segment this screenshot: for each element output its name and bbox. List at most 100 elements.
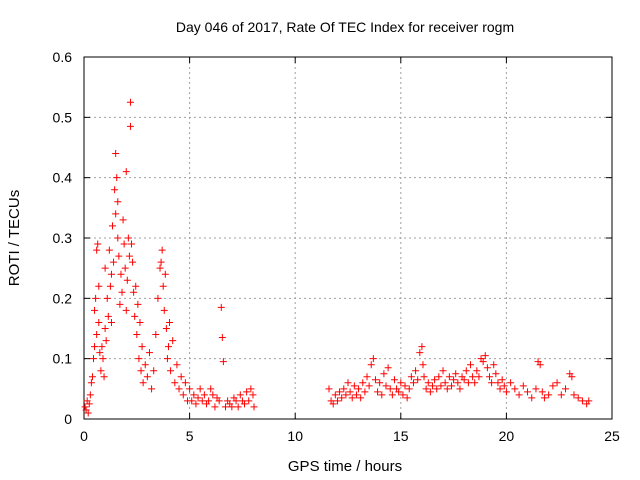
data-point <box>245 397 253 405</box>
data-point <box>384 364 392 372</box>
data-point <box>414 376 422 384</box>
data-point <box>380 370 388 378</box>
x-tick-label: 15 <box>393 428 409 444</box>
data-point <box>164 343 172 351</box>
data-point <box>466 361 474 369</box>
data-point <box>125 252 133 260</box>
data-point <box>116 300 124 308</box>
data-point <box>95 318 103 326</box>
data-point <box>378 391 386 399</box>
data-point <box>103 294 111 302</box>
data-point <box>141 361 149 369</box>
data-point <box>390 376 398 384</box>
data-point <box>367 361 375 369</box>
data-point <box>397 379 405 387</box>
data-point <box>494 379 502 387</box>
data-point <box>219 358 227 366</box>
y-tick-label: 0.4 <box>53 170 73 186</box>
data-point <box>128 240 136 248</box>
data-point <box>88 373 96 381</box>
data-point <box>464 379 472 387</box>
data-point <box>515 391 523 399</box>
data-point <box>126 98 134 106</box>
data-point <box>336 388 344 396</box>
data-point <box>228 403 236 411</box>
data-point <box>152 331 160 339</box>
data-point <box>388 391 396 399</box>
data-point <box>96 349 104 357</box>
data-point <box>143 373 151 381</box>
x-axis-title: GPS time / hours <box>288 458 402 475</box>
x-tick-label: 0 <box>80 428 88 444</box>
data-point <box>93 246 101 254</box>
data-point <box>124 234 132 242</box>
data-point <box>156 264 164 272</box>
data-point <box>536 361 544 369</box>
data-point <box>100 373 108 381</box>
x-tick-label: 5 <box>186 428 194 444</box>
data-point <box>150 367 158 375</box>
data-point <box>395 388 403 396</box>
data-point <box>136 318 144 326</box>
data-point <box>549 382 557 390</box>
data-point <box>333 397 341 405</box>
data-point <box>188 397 196 405</box>
data-point <box>338 394 346 402</box>
data-point <box>109 222 117 230</box>
data-point <box>87 379 95 387</box>
data-point <box>81 403 89 411</box>
data-point <box>545 391 553 399</box>
y-tick-label: 0.2 <box>53 290 73 306</box>
data-point <box>132 282 140 290</box>
data-point <box>540 394 548 402</box>
data-point <box>422 385 430 393</box>
data-point <box>420 373 428 381</box>
data-point <box>145 349 153 357</box>
data-point <box>200 391 208 399</box>
data-point <box>532 385 540 393</box>
data-point <box>101 325 109 332</box>
data-point <box>431 376 439 384</box>
data-point <box>492 370 500 378</box>
data-point <box>331 391 339 399</box>
y-tick-label: 0.6 <box>53 49 73 65</box>
data-point <box>496 385 504 393</box>
y-tick-label: 0.3 <box>53 230 73 246</box>
data-point <box>121 264 129 272</box>
data-point <box>483 364 491 372</box>
data-point <box>443 385 451 393</box>
data-point <box>374 388 382 396</box>
grid-lines <box>84 57 612 419</box>
data-point <box>350 382 358 390</box>
data-point <box>557 391 565 399</box>
data-point <box>528 394 536 402</box>
y-tick-label: 0 <box>64 411 72 427</box>
data-point <box>159 282 167 290</box>
data-point <box>133 331 141 339</box>
data-point <box>524 388 532 396</box>
data-point <box>553 379 561 387</box>
data-point <box>359 379 367 387</box>
data-point <box>97 367 105 375</box>
data-point <box>90 355 98 363</box>
data-point <box>355 385 363 393</box>
data-point <box>135 355 143 363</box>
data-point <box>361 388 369 396</box>
data-point <box>104 312 112 320</box>
data-point <box>112 210 120 218</box>
data-point <box>138 343 146 351</box>
data-point <box>437 382 445 390</box>
data-point <box>401 382 409 390</box>
data-point <box>348 394 356 402</box>
data-point <box>568 373 576 381</box>
data-point <box>114 234 122 242</box>
x-tick-label: 10 <box>287 428 303 444</box>
data-point <box>91 306 99 314</box>
data-point <box>452 370 460 378</box>
data-point <box>433 385 441 393</box>
data-point <box>424 379 432 387</box>
data-point <box>247 385 255 393</box>
data-point <box>502 388 510 396</box>
data-point <box>167 367 175 375</box>
data-point <box>562 385 570 393</box>
